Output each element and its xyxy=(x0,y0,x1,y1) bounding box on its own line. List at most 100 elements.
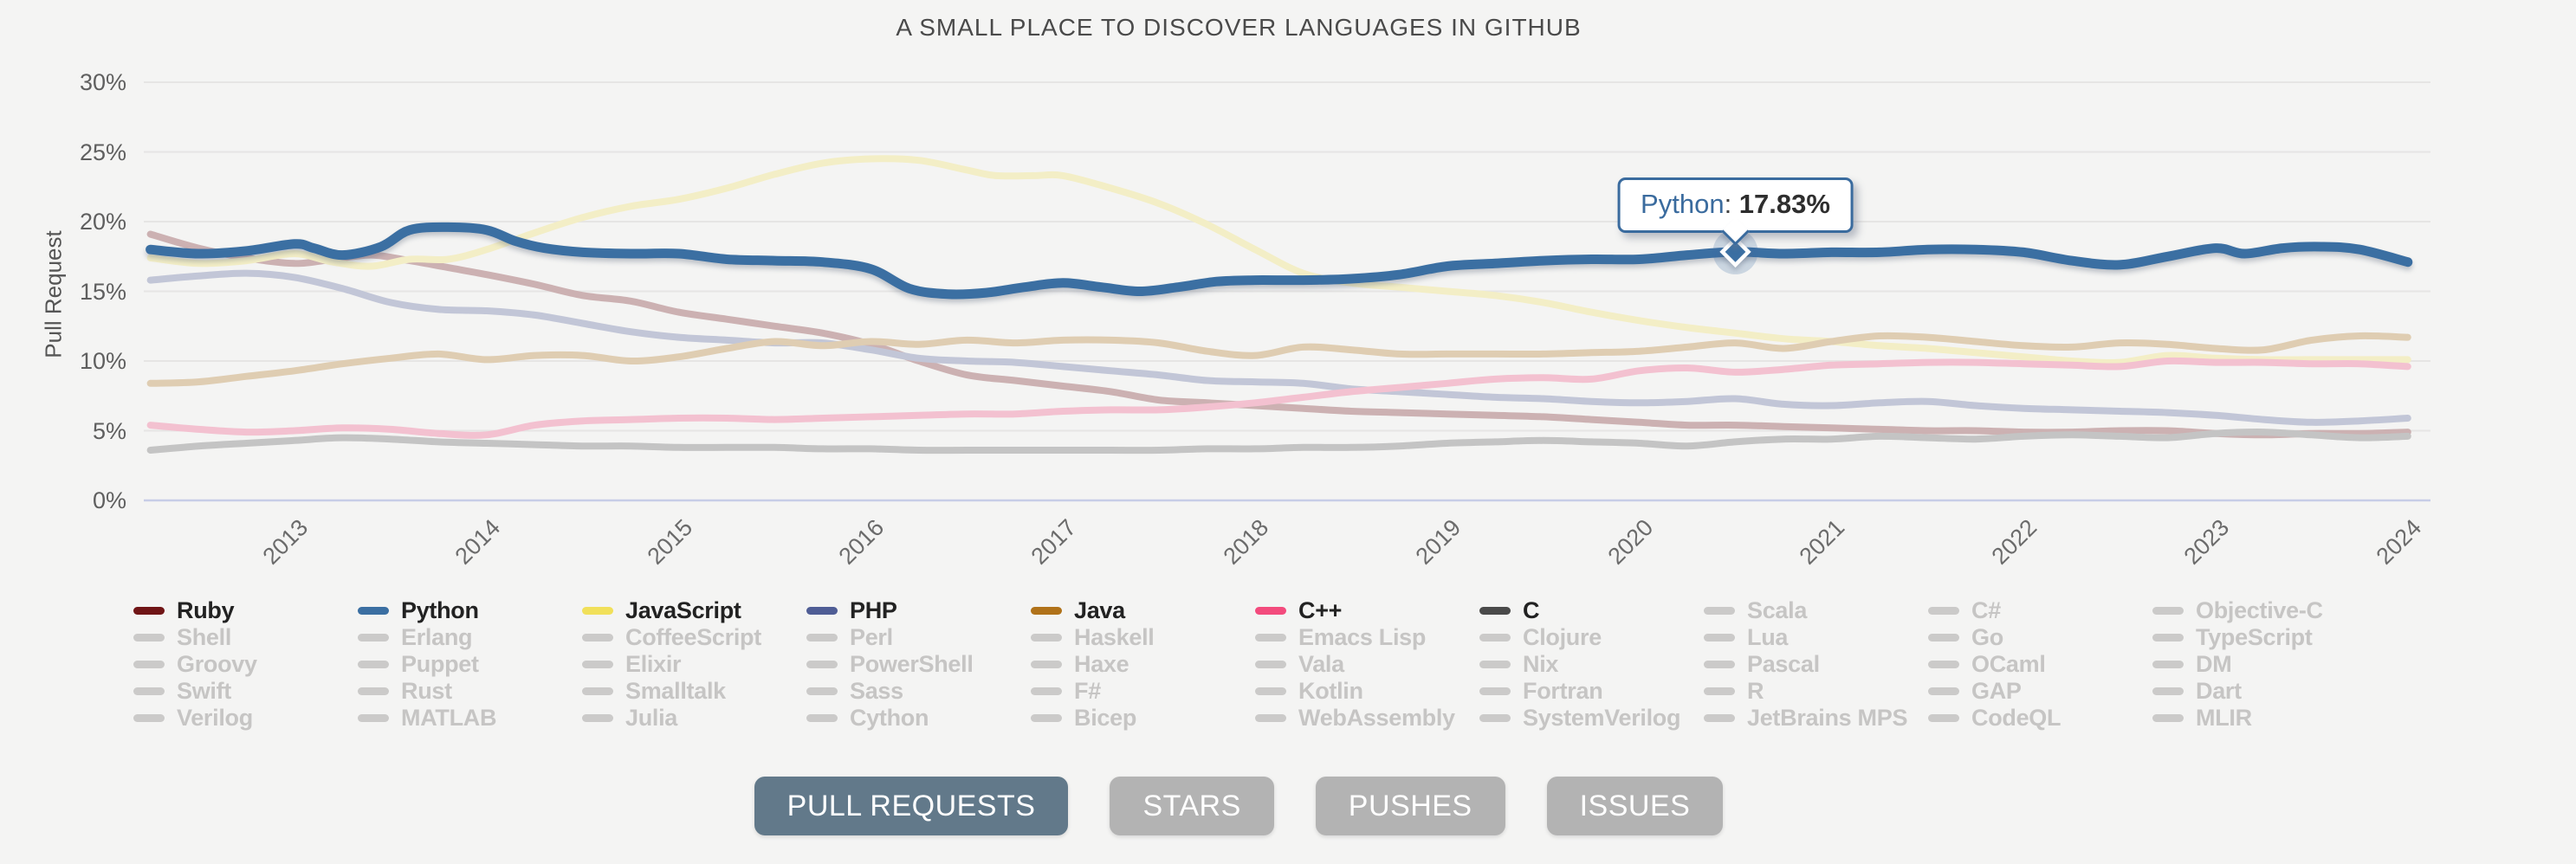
legend-item-mlir[interactable]: MLIR xyxy=(2152,705,2377,732)
legend-item-webassembly[interactable]: WebAssembly xyxy=(1255,705,1479,732)
legend-item-dart[interactable]: Dart xyxy=(2152,678,2377,705)
legend-item-r[interactable]: R xyxy=(1704,678,1928,705)
legend-item-coffeescript[interactable]: CoffeeScript xyxy=(582,624,806,651)
legend-item-bicep[interactable]: Bicep xyxy=(1031,705,1255,732)
legend-item-haxe[interactable]: Haxe xyxy=(1031,651,1255,678)
legend-item-groovy[interactable]: Groovy xyxy=(133,651,358,678)
legend-label-dm: DM xyxy=(2196,651,2232,677)
legend-item-cython[interactable]: Cython xyxy=(806,705,1031,732)
legend-label-pascal: Pascal xyxy=(1747,651,1820,677)
legend-swatch-gap xyxy=(1928,687,1959,695)
legend-item-java[interactable]: Java xyxy=(1031,597,1255,624)
series-line-c[interactable] xyxy=(146,429,2411,455)
button-pushes[interactable]: PUSHES xyxy=(1315,777,1505,835)
y-tick-0pct: 0% xyxy=(92,487,126,513)
legend-item-perl[interactable]: Perl xyxy=(806,624,1031,651)
tooltip: Python: 17.83% xyxy=(1617,177,1854,233)
legend-swatch-elixir xyxy=(582,661,613,668)
legend-item-rust[interactable]: Rust xyxy=(358,678,582,705)
legend-item-kotlin[interactable]: Kotlin xyxy=(1255,678,1479,705)
legend-column-6: C++ Emacs Lisp Vala Kotlin WebAssembly xyxy=(1255,597,1479,732)
legend-swatch-typescript xyxy=(2152,634,2184,642)
series-line-javascript[interactable] xyxy=(146,155,2411,366)
legend-label-elixir: Elixir xyxy=(625,651,682,677)
legend-item-clojure[interactable]: Clojure xyxy=(1479,624,1704,651)
legend-column-1: Ruby Shell Groovy Swift Verilog xyxy=(133,597,358,732)
legend-item-pascal[interactable]: Pascal xyxy=(1704,651,1928,678)
legend-label-codeql: CodeQL xyxy=(1971,705,2061,731)
legend-item-ocaml[interactable]: OCaml xyxy=(1928,651,2152,678)
button-stars[interactable]: STARS xyxy=(1110,777,1274,835)
legend-item-c[interactable]: C xyxy=(1479,597,1704,624)
legend-label-ocaml: OCaml xyxy=(1971,651,2046,677)
legend-item-elixir[interactable]: Elixir xyxy=(582,651,806,678)
legend-item-csharp[interactable]: C# xyxy=(1928,597,2152,624)
legend-item-scala[interactable]: Scala xyxy=(1704,597,1928,624)
legend-item-gap[interactable]: GAP xyxy=(1928,678,2152,705)
legend-item-vala[interactable]: Vala xyxy=(1255,651,1479,678)
legend-swatch-kotlin xyxy=(1255,687,1286,695)
legend-item-shell[interactable]: Shell xyxy=(133,624,358,651)
legend-label-gap: GAP xyxy=(1971,678,2022,704)
legend-swatch-matlab xyxy=(358,714,389,722)
legend-swatch-powershell xyxy=(806,661,838,668)
legend-item-dm[interactable]: DM xyxy=(2152,651,2377,678)
legend-item-matlab[interactable]: MATLAB xyxy=(358,705,582,732)
legend-item-cpp[interactable]: C++ xyxy=(1255,597,1479,624)
series-line-python[interactable] xyxy=(146,222,2413,300)
legend-item-puppet[interactable]: Puppet xyxy=(358,651,582,678)
legend-item-codeql[interactable]: CodeQL xyxy=(1928,705,2152,732)
legend-swatch-go xyxy=(1928,634,1959,642)
legend-item-fortran[interactable]: Fortran xyxy=(1479,678,1704,705)
y-tick-15pct: 15% xyxy=(79,278,126,305)
legend-label-shell: Shell xyxy=(177,624,232,650)
legend: Ruby Shell Groovy Swift Verilog Python Erlang P… xyxy=(133,597,2377,732)
legend-item-go[interactable]: Go xyxy=(1928,624,2152,651)
legend-swatch-nix xyxy=(1479,661,1511,668)
legend-label-r: R xyxy=(1747,678,1764,704)
legend-label-perl: Perl xyxy=(850,624,893,650)
legend-swatch-pascal xyxy=(1704,661,1735,668)
legend-label-mlir: MLIR xyxy=(2196,705,2252,731)
legend-swatch-fsharp xyxy=(1031,687,1062,695)
legend-item-smalltalk[interactable]: Smalltalk xyxy=(582,678,806,705)
button-issues[interactable]: ISSUES xyxy=(1546,777,1724,835)
legend-item-php[interactable]: PHP xyxy=(806,597,1031,624)
legend-swatch-php xyxy=(806,607,838,615)
legend-swatch-cpp xyxy=(1255,607,1286,615)
legend-swatch-systemverilog xyxy=(1479,714,1511,722)
legend-item-sass[interactable]: Sass xyxy=(806,678,1031,705)
legend-item-javascript[interactable]: JavaScript xyxy=(582,597,806,624)
legend-label-smalltalk: Smalltalk xyxy=(625,678,726,704)
legend-item-python[interactable]: Python xyxy=(358,597,582,624)
series-line-cpp[interactable] xyxy=(146,357,2411,439)
legend-swatch-shell xyxy=(133,634,165,642)
legend-item-typescript[interactable]: TypeScript xyxy=(2152,624,2377,651)
legend-item-erlang[interactable]: Erlang xyxy=(358,624,582,651)
series-line-php[interactable] xyxy=(146,269,2411,426)
legend-column-4: PHP Perl PowerShell Sass Cython xyxy=(806,597,1031,732)
legend-item-fsharp[interactable]: F# xyxy=(1031,678,1255,705)
tooltip-separator: : xyxy=(1724,188,1739,219)
legend-item-objective-c[interactable]: Objective-C xyxy=(2152,597,2377,624)
legend-item-julia[interactable]: Julia xyxy=(582,705,806,732)
legend-item-ruby[interactable]: Ruby xyxy=(133,597,358,624)
page-title: A SMALL PLACE TO DISCOVER LANGUAGES IN G… xyxy=(896,14,1582,41)
legend-column-9: C# Go OCaml GAP CodeQL xyxy=(1928,597,2152,732)
legend-item-verilog[interactable]: Verilog xyxy=(133,705,358,732)
legend-item-jetbrains-mps[interactable]: JetBrains MPS xyxy=(1704,705,1928,732)
legend-item-powershell[interactable]: PowerShell xyxy=(806,651,1031,678)
legend-item-emacs-lisp[interactable]: Emacs Lisp xyxy=(1255,624,1479,651)
legend-item-systemverilog[interactable]: SystemVerilog xyxy=(1479,705,1704,732)
legend-item-swift[interactable]: Swift xyxy=(133,678,358,705)
legend-swatch-erlang xyxy=(358,634,389,642)
legend-label-cpp: C++ xyxy=(1298,597,1343,623)
legend-item-nix[interactable]: Nix xyxy=(1479,651,1704,678)
legend-item-lua[interactable]: Lua xyxy=(1704,624,1928,651)
legend-swatch-bicep xyxy=(1031,714,1062,722)
button-pull-requests[interactable]: PULL REQUESTS xyxy=(754,777,1069,835)
legend-item-haskell[interactable]: Haskell xyxy=(1031,624,1255,651)
legend-label-typescript: TypeScript xyxy=(2196,624,2313,650)
legend-label-csharp: C# xyxy=(1971,597,2001,623)
series-line-java[interactable] xyxy=(146,332,2411,387)
